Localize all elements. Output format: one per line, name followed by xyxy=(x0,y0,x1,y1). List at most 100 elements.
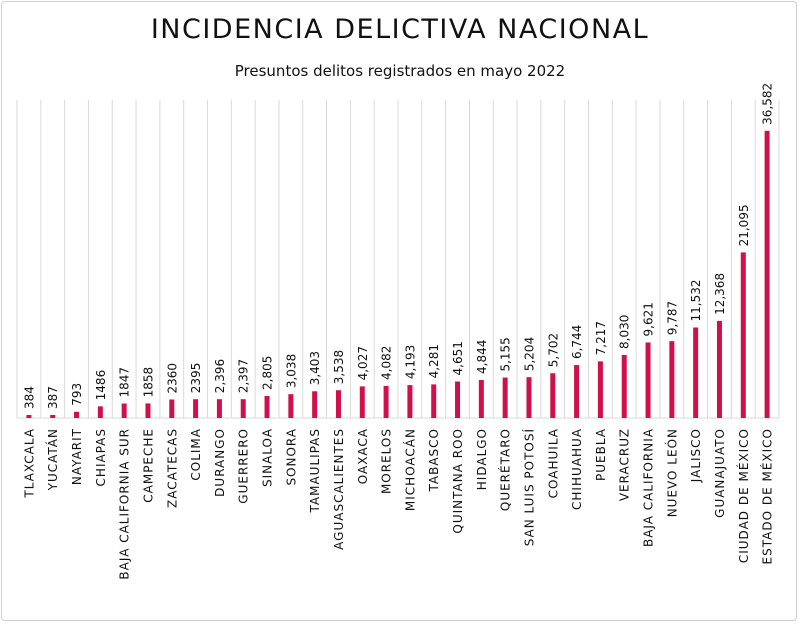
bar xyxy=(312,391,318,418)
data-label: 4,027 xyxy=(356,346,370,380)
category-label: BAJA CALIFORNIA xyxy=(642,428,656,547)
data-label: 793 xyxy=(70,383,84,406)
data-label: 21,095 xyxy=(737,204,751,246)
bar xyxy=(288,394,294,418)
category-label: ESTADO DE MÉXICO xyxy=(760,428,775,564)
data-label: 1486 xyxy=(94,370,108,401)
data-label: 5,702 xyxy=(546,333,560,367)
category-label: MICHOACÁN xyxy=(402,428,417,511)
data-label: 9,787 xyxy=(665,301,679,335)
data-label: 3,538 xyxy=(332,350,346,384)
bar xyxy=(97,406,103,418)
bar xyxy=(264,395,270,418)
bar xyxy=(764,130,770,418)
bar xyxy=(502,377,508,418)
data-label: 3,403 xyxy=(308,351,322,385)
bar xyxy=(240,399,246,418)
bar xyxy=(193,399,199,418)
category-label: QUINTANA ROO xyxy=(451,428,465,534)
data-label: 4,844 xyxy=(475,340,489,374)
bar xyxy=(145,403,151,418)
category-label: CAMPECHE xyxy=(141,428,155,503)
bar xyxy=(169,399,175,418)
data-label: 3,038 xyxy=(284,354,298,388)
bar xyxy=(407,385,413,418)
data-label: 6,744 xyxy=(570,325,584,359)
bar xyxy=(645,342,651,418)
category-label: QUERÉTARO xyxy=(498,428,513,511)
bar xyxy=(26,414,32,418)
data-label: 36,582 xyxy=(761,83,775,125)
bar xyxy=(383,385,389,418)
category-label: JALISCO xyxy=(689,428,703,483)
category-label: SAN LUIS POTOSÍ xyxy=(521,428,536,546)
data-label: 2,396 xyxy=(213,359,227,393)
data-label: 4,651 xyxy=(451,341,465,375)
bar xyxy=(740,252,746,418)
bar xyxy=(574,365,580,418)
data-label: 4,193 xyxy=(403,345,417,379)
data-label: 7,217 xyxy=(594,321,608,355)
category-label: MORELOS xyxy=(380,428,394,494)
bar xyxy=(669,341,675,418)
bar xyxy=(121,403,127,418)
bar xyxy=(216,399,222,418)
category-label: TLAXCALA xyxy=(22,428,36,499)
data-label: 9,621 xyxy=(642,302,656,336)
data-label: 11,532 xyxy=(689,279,703,321)
category-label: NUEVO LEÓN xyxy=(664,428,679,517)
data-label: 4,281 xyxy=(427,344,441,378)
data-label: 8,030 xyxy=(618,315,632,349)
data-label: 5,155 xyxy=(499,337,513,371)
data-label: 1847 xyxy=(118,367,132,398)
data-label: 387 xyxy=(46,386,60,409)
category-label: GUERRERO xyxy=(237,428,251,504)
category-label: DURANGO xyxy=(213,428,227,497)
category-label: BAJA CALIFORNIA SUR xyxy=(118,428,132,580)
category-label: SONORA xyxy=(284,428,298,486)
bar xyxy=(431,384,437,418)
category-label: COLIMA xyxy=(189,428,203,481)
category-label: PUEBLA xyxy=(594,428,608,481)
category-label: NAYARIT xyxy=(70,428,84,485)
data-label: 5,204 xyxy=(522,337,536,371)
category-label: TAMAULIPAS xyxy=(308,428,322,513)
data-label: 2,397 xyxy=(237,359,251,393)
data-label: 384 xyxy=(22,386,36,409)
category-label: SINALOA xyxy=(261,428,275,487)
category-label: OAXACA xyxy=(356,428,370,484)
chart-title: INCIDENCIA DELICTIVA NACIONAL xyxy=(150,14,650,45)
bar xyxy=(455,381,461,418)
category-label: AGUASCALIENTES xyxy=(332,428,346,550)
data-label: 2360 xyxy=(165,363,179,394)
data-label: 2,805 xyxy=(261,356,275,390)
data-label: 2395 xyxy=(189,363,203,394)
bar xyxy=(335,390,341,418)
category-label: YUCATÁN xyxy=(45,428,60,491)
bar xyxy=(478,379,484,418)
category-label: CHIHUAHUA xyxy=(570,428,584,510)
data-label: 12,368 xyxy=(713,273,727,315)
bar xyxy=(621,354,627,418)
data-label: 4,082 xyxy=(380,346,394,380)
bar xyxy=(550,373,556,418)
bar xyxy=(50,414,56,418)
bar xyxy=(716,320,722,418)
bar xyxy=(693,327,699,418)
category-label: VERACRUZ xyxy=(618,428,632,501)
category-label: HIDALGO xyxy=(475,428,489,490)
chart-subtitle: Presuntos delitos registrados en mayo 20… xyxy=(234,62,566,80)
category-label: TABASCO xyxy=(427,428,441,493)
category-label: GUANAJUATO xyxy=(713,428,727,518)
category-label: CIUDAD DE MÉXICO xyxy=(736,428,751,563)
bar xyxy=(526,377,532,418)
data-label: 1858 xyxy=(141,367,155,398)
category-label: CHIAPAS xyxy=(94,428,108,486)
bar xyxy=(359,386,365,418)
category-label: ZACATECAS xyxy=(165,428,179,508)
category-label: COAHUILA xyxy=(546,428,560,498)
bar xyxy=(74,411,80,418)
bar xyxy=(597,361,603,418)
